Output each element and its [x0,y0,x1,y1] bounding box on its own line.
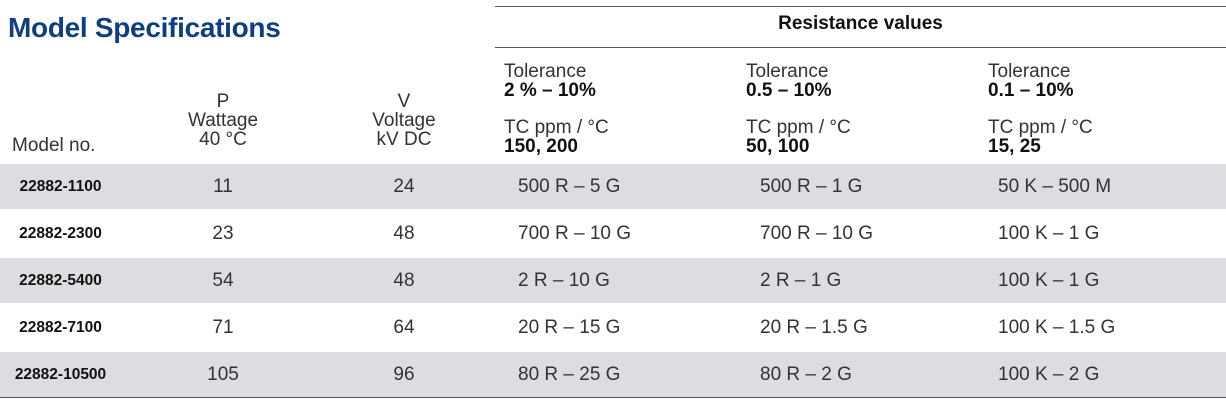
voltage-value: 48 [393,270,415,291]
tolerance-value: 0.1 – 10% [988,80,1074,101]
header-divider-bottom [495,47,1226,48]
table-row: 22882-2300 23 48 700 R – 10 G 700 R – 10… [0,211,1226,256]
resistance-range-2: 20 R – 1.5 G [760,317,868,338]
tc-value: 50, 100 [746,136,810,157]
model-number: 22882-10500 [14,366,107,383]
header-divider-top [495,6,1226,7]
voltage-value: 24 [393,176,415,197]
tolerance-label: Tolerance [746,61,829,82]
resistance-range-3: 100 K – 1 G [998,270,1100,291]
voltage-value: 96 [393,364,415,385]
model-number: 22882-2300 [19,225,102,242]
header-tolerance-group-3: Tolerance 0.1 – 10% TC ppm / °C 15, 25 [988,62,1093,156]
header-wattage-symbol: P [216,91,230,112]
resistance-range-1: 80 R – 25 G [518,364,621,385]
tolerance-label: Tolerance [504,61,587,82]
header-voltage-unit: kV DC [376,129,432,150]
table-row: 22882-5400 54 48 2 R – 10 G 2 R – 1 G 10… [0,258,1226,303]
table-row: 22882-1100 11 24 500 R – 5 G 500 R – 1 G… [0,164,1226,209]
tc-value: 15, 25 [988,136,1041,157]
resistance-range-2: 500 R – 1 G [760,176,863,197]
resistance-range-1: 2 R – 10 G [518,270,610,291]
wattage-value: 23 [212,223,234,244]
header-wattage: P Wattage 40 °C [173,92,273,149]
tc-label: TC ppm / °C [746,117,851,138]
header-wattage-label: Wattage [187,110,259,131]
resistance-range-3: 100 K – 2 G [998,364,1100,385]
table-bottom-rule [0,397,1226,398]
model-number: 22882-5400 [19,272,102,289]
resistance-range-1: 500 R – 5 G [518,176,621,197]
header-model-no: Model no. [12,135,96,156]
model-number: 22882-1100 [19,178,102,195]
resistance-range-1: 700 R – 10 G [518,223,632,244]
tolerance-value: 0.5 – 10% [746,80,832,101]
resistance-range-1: 20 R – 15 G [518,317,621,338]
resistance-range-2: 80 R – 2 G [760,364,852,385]
resistance-range-3: 100 K – 1.5 G [998,317,1116,338]
tc-label: TC ppm / °C [988,117,1093,138]
resistance-range-2: 2 R – 1 G [760,270,842,291]
header-wattage-condition: 40 °C [199,129,247,150]
resistance-range-3: 100 K – 1 G [998,223,1100,244]
tc-value: 150, 200 [504,136,578,157]
wattage-value: 54 [212,270,234,291]
resistance-values-header: Resistance values [778,13,943,34]
tc-label: TC ppm / °C [504,117,609,138]
resistance-range-3: 50 K – 500 M [998,176,1112,197]
voltage-value: 64 [393,317,415,338]
model-number: 22882-7100 [19,319,102,336]
wattage-value: 71 [212,317,234,338]
tolerance-value: 2 % – 10% [504,80,596,101]
table-row: 22882-7100 71 64 20 R – 15 G 20 R – 1.5 … [0,305,1226,350]
resistance-range-2: 700 R – 10 G [760,223,874,244]
header-voltage-label: Voltage [372,110,436,131]
voltage-value: 48 [393,223,415,244]
tolerance-label: Tolerance [988,61,1071,82]
table-row: 22882-10500 105 96 80 R – 25 G 80 R – 2 … [0,352,1226,397]
header-voltage: V Voltage kV DC [354,92,454,149]
header-tolerance-group-2: Tolerance 0.5 – 10% TC ppm / °C 50, 100 [746,62,851,156]
header-voltage-symbol: V [397,91,411,112]
page-title: Model Specifications [8,12,281,43]
header-tolerance-group-1: Tolerance 2 % – 10% TC ppm / °C 150, 200 [504,62,609,156]
wattage-value: 105 [207,364,239,385]
wattage-value: 11 [213,176,233,197]
